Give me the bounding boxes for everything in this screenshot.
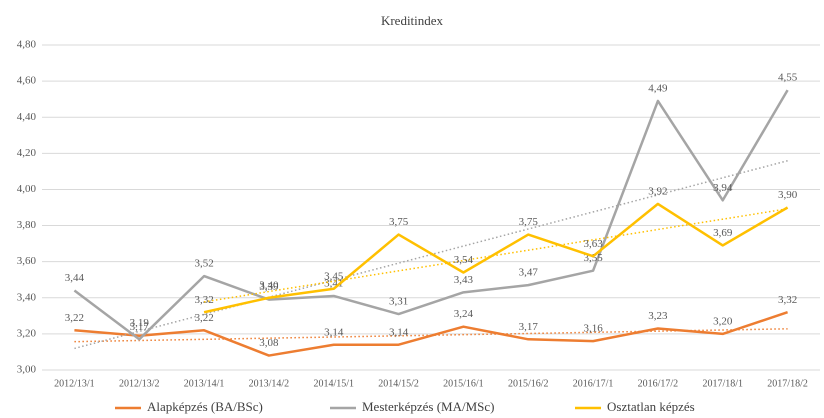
data-label: 4,55 <box>778 72 798 84</box>
y-tick-label: 3,20 <box>17 327 37 339</box>
x-tick-label: 2014/15/1 <box>313 378 354 389</box>
data-label: 3,14 <box>389 326 409 338</box>
y-tick-label: 4,20 <box>17 147 37 159</box>
data-label: 3,40 <box>259 279 279 291</box>
data-label: 3,17 <box>130 321 150 333</box>
data-label: 3,31 <box>389 296 408 308</box>
x-tick-label: 2015/16/2 <box>508 378 549 389</box>
data-label: 3,43 <box>454 274 474 286</box>
x-tick-label: 2012/13/2 <box>119 378 160 389</box>
data-label: 3,16 <box>583 323 603 335</box>
legend-label: Osztatlan képzés <box>607 399 695 414</box>
data-label: 3,08 <box>259 337 279 349</box>
y-tick-label: 4,00 <box>17 183 37 195</box>
data-label: 3,45 <box>324 270 344 282</box>
x-tick-label: 2013/14/1 <box>184 378 225 389</box>
data-label: 3,20 <box>713 315 733 327</box>
x-tick-label: 2017/18/1 <box>702 378 743 389</box>
data-label: 3,44 <box>65 272 85 284</box>
y-tick-label: 3,40 <box>17 291 37 303</box>
x-tick-label: 2014/15/2 <box>378 378 419 389</box>
y-tick-label: 4,40 <box>17 111 37 123</box>
data-label: 3,90 <box>778 189 798 201</box>
data-label: 3,69 <box>713 227 733 239</box>
data-label: 3,32 <box>194 294 213 306</box>
data-label: 3,54 <box>454 254 474 266</box>
series-line <box>73 89 789 341</box>
data-label: 3,32 <box>778 294 797 306</box>
x-tick-label: 2012/13/1 <box>54 378 95 389</box>
y-tick-label: 3,80 <box>17 219 37 231</box>
data-label: 3,39 <box>259 281 279 293</box>
x-tick-label: 2017/18/2 <box>767 378 808 389</box>
legend-label: Mesterképzés (MA/MSc) <box>362 399 495 414</box>
data-label: 3,47 <box>519 267 539 279</box>
chart-title: Kreditindex <box>381 13 444 28</box>
data-label: 3,75 <box>389 216 409 228</box>
series-line <box>203 202 789 314</box>
data-label: 3,14 <box>324 326 344 338</box>
y-tick-label: 3,60 <box>17 255 37 267</box>
series-line <box>74 311 788 357</box>
x-tick-label: 2016/17/2 <box>638 378 679 389</box>
data-label: 3,24 <box>454 308 474 320</box>
data-label: 3,17 <box>519 321 539 333</box>
data-label: 3,22 <box>194 312 213 324</box>
x-tick-label: 2016/17/1 <box>573 378 614 389</box>
data-label: 3,23 <box>648 310 668 322</box>
x-tick-label: 2013/14/2 <box>249 378 290 389</box>
y-tick-label: 4,60 <box>17 75 37 87</box>
y-tick-label: 3,00 <box>17 364 37 376</box>
legend-label: Alapképzés (BA/BSc) <box>147 399 263 414</box>
data-label: 3,75 <box>519 216 539 228</box>
data-label: 3,63 <box>583 238 603 250</box>
data-label: 3,19 <box>130 317 150 329</box>
data-label: 3,94 <box>713 182 733 194</box>
data-label: 3,52 <box>194 258 213 270</box>
y-tick-label: 4,80 <box>17 39 37 51</box>
data-label: 3,22 <box>65 312 84 324</box>
data-label: 4,49 <box>648 83 668 95</box>
data-label: 3,92 <box>648 185 667 197</box>
x-tick-label: 2015/16/1 <box>443 378 484 389</box>
